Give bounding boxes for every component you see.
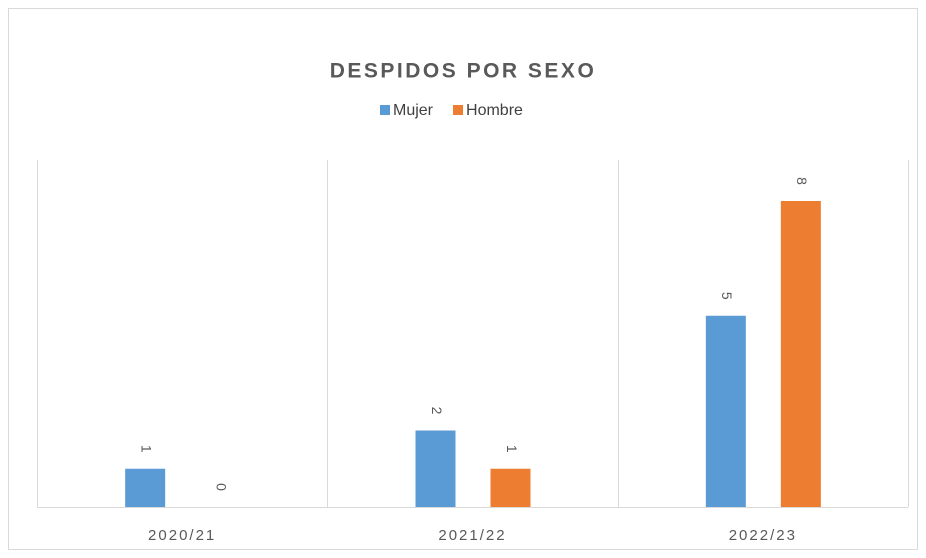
data-label: 1 xyxy=(138,445,154,453)
bar xyxy=(415,430,456,507)
bar xyxy=(125,468,166,507)
x-tick-label: 2022/23 xyxy=(729,527,797,544)
bar xyxy=(780,201,821,507)
bar xyxy=(490,468,531,507)
data-label: 1 xyxy=(504,445,520,453)
data-label: 8 xyxy=(794,177,810,185)
x-tick-label: 2020/21 xyxy=(148,527,216,544)
x-tick-label: 2021/22 xyxy=(438,527,506,544)
data-label: 0 xyxy=(213,483,229,491)
chart-title: DESPIDOS POR SEXO xyxy=(330,60,597,83)
legend-swatch xyxy=(380,105,390,115)
data-label: 2 xyxy=(429,407,445,415)
legend-swatch xyxy=(453,105,464,115)
chart-border xyxy=(8,8,918,550)
bar xyxy=(705,315,746,507)
legend-label: Hombre xyxy=(466,102,523,119)
legend-label: Mujer xyxy=(393,102,434,119)
data-label: 5 xyxy=(719,292,735,300)
